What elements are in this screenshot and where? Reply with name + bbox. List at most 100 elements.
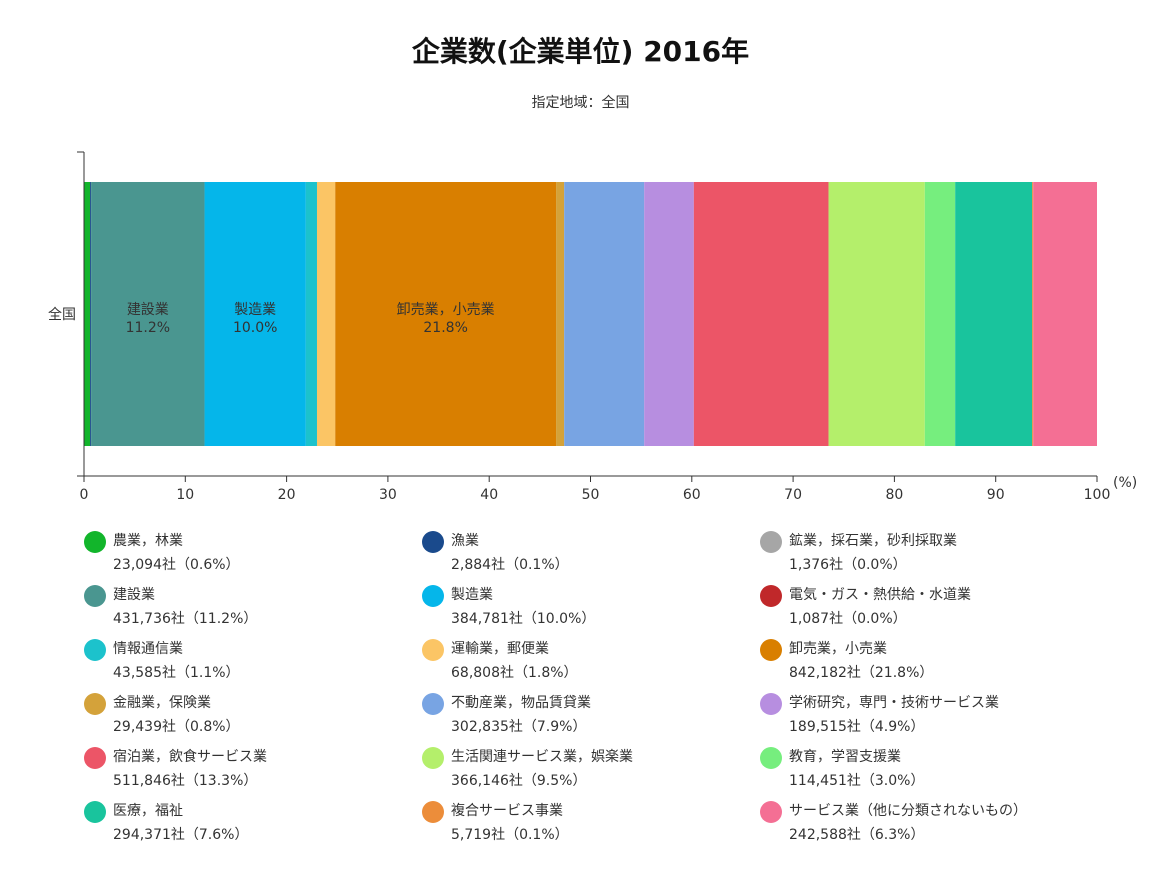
bar-segment-14 [924,182,956,446]
x-tick-label: 50 [582,487,600,503]
legend-item[interactable]: サービス業（他に分類されないもの） 242,588社（6.3%） [760,798,1080,848]
legend-color-swatch [84,693,106,715]
bar-segment-name-label: 卸売業，小売業 [397,302,495,318]
legend-color-swatch [422,585,444,607]
legend-color-swatch [422,693,444,715]
bar-segment-3 [91,182,205,446]
bar-segment-10 [564,182,645,446]
bar-segment-8 [335,182,557,446]
legend-item[interactable]: 金融業，保険業 29,439社（0.8%） [84,690,404,740]
legend-item[interactable]: 教育，学習支援業 114,451社（3.0%） [760,744,1080,794]
legend-item[interactable]: 電気・ガス・熱供給・水道業 1,087社（0.0%） [760,582,1080,632]
legend-item-value: 189,515社（4.9%） [789,719,925,735]
bar-segment-17 [1033,182,1097,446]
bar-segment-value-label: 10.0% [233,320,277,336]
legend-item[interactable]: 複合サービス事業 5,719社（0.1%） [422,798,742,848]
legend-color-swatch [84,801,106,823]
bar-segment-value-label: 11.2% [126,320,170,336]
legend-item-name: 生活関連サービス業，娯楽業 [451,749,633,765]
legend-item[interactable]: 運輸業，郵便業 68,808社（1.8%） [422,636,742,686]
legend-item-name: サービス業（他に分類されないもの） [789,803,1027,819]
legend-item-name: 複合サービス事業 [451,803,563,819]
x-tick-label: 100 [1084,487,1111,503]
legend-color-swatch [84,639,106,661]
legend-item-name: 電気・ガス・熱供給・水道業 [789,587,971,603]
legend-item[interactable]: 卸売業，小売業 842,182社（21.8%） [760,636,1080,686]
legend-item-value: 1,087社（0.0%） [789,611,907,627]
bar-segment-11 [644,182,694,446]
legend-color-swatch [760,531,782,553]
x-tick-label: 20 [278,487,296,503]
legend-item-name: 情報通信業 [113,641,183,657]
legend-item[interactable]: 生活関連サービス業，娯楽業 366,146社（9.5%） [422,744,742,794]
legend-item[interactable]: 宿泊業，飲食サービス業 511,846社（13.3%） [84,744,404,794]
bar-segment-name-label: 製造業 [234,302,276,318]
legend-color-swatch [84,747,106,769]
legend-item-value: 1,376社（0.0%） [789,557,907,573]
legend-item-value: 511,846社（13.3%） [113,773,258,789]
legend-item[interactable]: 不動産業，物品賃貸業 302,835社（7.9%） [422,690,742,740]
legend-item-value: 842,182社（21.8%） [789,665,934,681]
legend-item-name: 不動産業，物品賃貸業 [451,695,591,711]
legend-item-name: 鉱業，採石業，砂利採取業 [789,533,957,549]
x-tick-label: 60 [683,487,701,503]
legend-item[interactable]: 漁業 2,884社（0.1%） [422,528,742,578]
x-tick-label: 70 [784,487,802,503]
legend-item-value: 302,835社（7.9%） [451,719,587,735]
bar-segment-6 [305,182,317,446]
bar-segment-16 [1032,182,1034,446]
legend-color-swatch [760,747,782,769]
legend-item-value: 431,736社（11.2%） [113,611,258,627]
legend-item[interactable]: 製造業 384,781社（10.0%） [422,582,742,632]
bar-segment-15 [955,182,1033,446]
bar-segment-7 [316,182,336,446]
legend-item-value: 5,719社（0.1%） [451,827,569,843]
x-tick-label: 10 [176,487,194,503]
legend-item-value: 366,146社（9.5%） [451,773,587,789]
legend-color-swatch [760,801,782,823]
bar-segment-9 [556,182,565,446]
x-tick-label: 30 [379,487,397,503]
legend-item-name: 漁業 [451,533,479,549]
legend-item-name: 運輸業，郵便業 [451,641,549,657]
legend-color-swatch [422,801,444,823]
x-tick-label: 40 [480,487,498,503]
legend-item-value: 43,585社（1.1%） [113,665,240,681]
bar-segment-1 [90,182,92,446]
bar-segment-13 [828,182,925,446]
legend-item-value: 2,884社（0.1%） [451,557,569,573]
legend-item-name: 教育，学習支援業 [789,749,901,765]
legend-item[interactable]: 農業，林業 23,094社（0.6%） [84,528,404,578]
legend-color-swatch [422,531,444,553]
legend-item[interactable]: 建設業 431,736社（11.2%） [84,582,404,632]
legend-color-swatch [84,531,106,553]
legend-item-name: 金融業，保険業 [113,695,211,711]
legend-item[interactable]: 学術研究，専門・技術サービス業 189,515社（4.9%） [760,690,1080,740]
y-category-label: 全国 [48,306,76,323]
stacked-bar-chart: 建設業 11.2% 製造業 10.0% 卸売業，小売業 21.8% 全国 0 10 20 30 40… [48,151,1137,503]
legend-item-name: 医療，福祉 [113,803,183,819]
bar-segment-name-label: 建設業 [127,302,169,318]
legend-color-swatch [760,585,782,607]
legend-color-swatch [84,585,106,607]
legend-item-name: 製造業 [451,587,493,603]
legend-color-swatch [422,639,444,661]
x-tick-label: 0 [80,487,89,503]
bar-segment-0 [84,182,91,446]
legend-item-name: 学術研究，専門・技術サービス業 [789,695,999,711]
x-tick-label: 80 [885,487,903,503]
chart-title: 企業数(企業単位) 2016年 [411,35,750,68]
legend-item-value: 114,451社（3.0%） [789,773,925,789]
legend-color-swatch [760,639,782,661]
legend-item[interactable]: 情報通信業 43,585社（1.1%） [84,636,404,686]
bar-segment-4 [204,182,306,446]
legend-item-name: 農業，林業 [113,533,183,549]
legend-item-name: 建設業 [113,587,155,603]
legend-item-name: 宿泊業，飲食サービス業 [113,749,267,765]
legend-item[interactable]: 医療，福祉 294,371社（7.6%） [84,798,404,848]
legend-item[interactable]: 鉱業，採石業，砂利採取業 1,376社（0.0%） [760,528,1080,578]
legend-item-value: 68,808社（1.8%） [451,665,578,681]
x-axis-unit-label: (%) [1113,475,1137,491]
legend-item-name: 卸売業，小売業 [789,641,887,657]
legend-color-swatch [422,747,444,769]
